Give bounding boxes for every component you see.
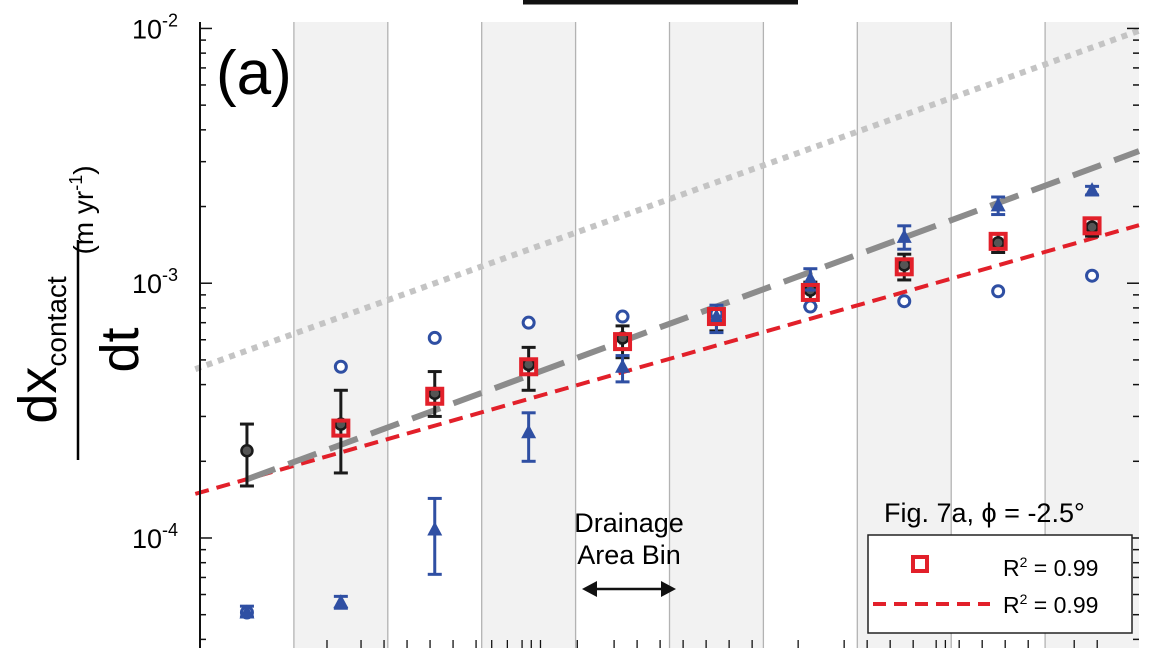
blue-triangle-point-5: [615, 358, 631, 373]
red-square-point-6: [706, 307, 726, 327]
y-tick-label-2: 10-3: [132, 265, 178, 299]
legend-entry-1-r: R: [1003, 555, 1020, 581]
red-square-point-10: [1082, 216, 1102, 236]
panel-label: (a): [216, 39, 292, 108]
svg-text:R2 = 0.99: R2 = 0.99: [1003, 554, 1098, 581]
blue-triangle-point-2: [333, 594, 349, 609]
blue-triangle-point-7: [802, 270, 818, 285]
y-units-exponent: -1: [66, 175, 86, 191]
fit-lines: [194, 27, 1141, 496]
y-label-numerator: dx: [8, 367, 68, 424]
blue-circle-point-5: [615, 309, 630, 324]
blue-triangle-point-10: [1084, 182, 1100, 197]
y-label-subscript: contact: [41, 276, 72, 366]
blue-triangle-point-1: [239, 604, 255, 619]
red-square-point-3: [425, 386, 445, 406]
red-square-point-7: [800, 282, 820, 302]
y-tick-base: 10: [132, 14, 162, 44]
blue-circle-point-2: [333, 359, 348, 374]
svg-text:(m yr-1): (m yr-1): [66, 165, 99, 254]
legend-entry-1-rest: = 0.99: [1027, 555, 1098, 581]
bin-arrow-left-head: [582, 581, 597, 597]
svg-text:R2 = 0.99: R2 = 0.99: [1003, 591, 1098, 618]
bin-label-line2: Area Bin: [577, 540, 681, 570]
y-tick-label-1: 10-4: [132, 520, 178, 554]
y-tick-exponent: -3: [162, 265, 178, 285]
legend-entry-2-r: R: [1003, 592, 1020, 618]
red-square-point-2: [331, 418, 351, 438]
legend-square-marker: [911, 555, 929, 573]
fit-line-red-dashed: [194, 223, 1140, 496]
legend-entry-2-sup: 2: [1020, 591, 1028, 607]
legend-entry-1-sup: 2: [1020, 554, 1028, 570]
legend-title: Fig. 7a, ϕ = -2.5°: [884, 498, 1085, 528]
bin-shade-2: [293, 22, 388, 648]
red-square-point-4: [519, 357, 539, 377]
data-points: [239, 182, 1102, 620]
y-tick-base: 10: [132, 269, 162, 299]
blue-triangle-point-9: [990, 197, 1006, 212]
blue-circle-point-10: [1085, 268, 1100, 283]
blue-triangle-point-8: [896, 228, 912, 243]
svg-text:dxcontact: dxcontact: [8, 276, 72, 424]
blue-triangle-point-3: [427, 521, 443, 536]
y-tick-base: 10: [132, 524, 162, 554]
red-square-point-5: [613, 332, 633, 352]
blue-circle-point-3: [427, 330, 442, 345]
blue-circle-point-8: [897, 294, 912, 309]
y-units-suffix: ): [68, 165, 99, 174]
bin-annotation: Drainage Area Bin: [574, 508, 684, 597]
bin-shade-4: [481, 22, 576, 648]
bin-label-line1: Drainage: [574, 508, 684, 538]
black-circle-point-1: [240, 444, 254, 458]
black-circle-point-10: [1085, 220, 1099, 234]
red-square-point-8: [894, 257, 914, 277]
y-tick-exponent: -4: [162, 520, 178, 540]
legend-box: [867, 534, 1133, 634]
legend: Fig. 7a, ϕ = -2.5° R2 = 0.99 R2 = 0.99: [867, 498, 1133, 634]
blue-circle-point-9: [991, 284, 1006, 299]
blue-circle-point-4: [521, 315, 536, 330]
y-tick-exponent: -2: [162, 10, 178, 30]
legend-entry-2-rest: = 0.99: [1027, 592, 1098, 618]
black-circle-point-9: [991, 236, 1005, 250]
y-label-denominator: dt: [90, 327, 150, 372]
blue-circle-point-7: [803, 299, 818, 314]
axes: 10-410-310-2: [132, 10, 1139, 648]
blue-triangle-point-4: [521, 424, 537, 439]
blue-triangle-point-6: [708, 308, 724, 323]
y-units-prefix: (m yr: [68, 191, 99, 255]
y-axis-label: dxcontact dt (m yr-1): [8, 165, 150, 460]
y-tick-label-3: 10-2: [132, 10, 178, 44]
fit-line-gray-dashed: [245, 148, 1141, 483]
red-square-point-9: [988, 231, 1008, 251]
bin-arrow-right-head: [661, 581, 676, 597]
